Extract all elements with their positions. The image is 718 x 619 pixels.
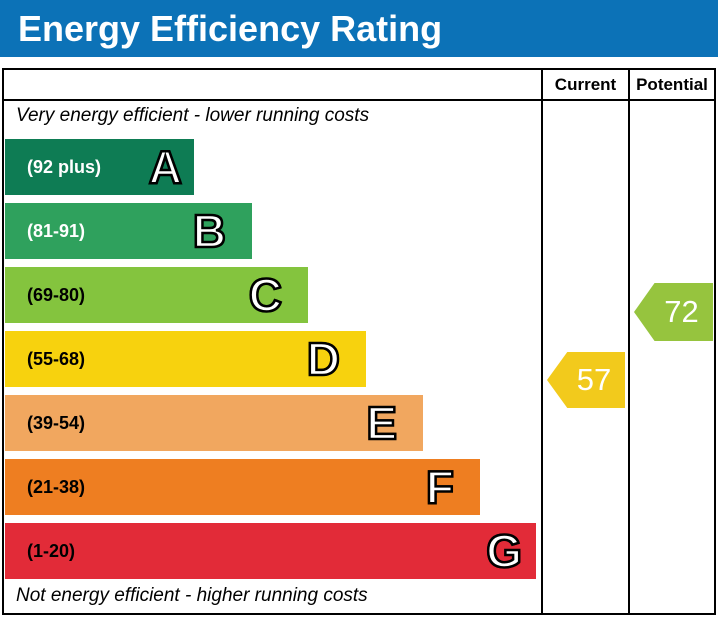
- band-a-letter: A: [148, 141, 184, 193]
- band-e-range: (39-54): [27, 412, 86, 433]
- potential-column-divider: [628, 68, 630, 615]
- band-d-range: (55-68): [27, 348, 86, 369]
- caption-very-efficient: Very energy efficient - lower running co…: [16, 105, 370, 126]
- band-b-range: (81-91): [27, 220, 86, 241]
- title-bar: Energy Efficiency Rating: [0, 0, 718, 57]
- band-c-letter: C: [248, 269, 284, 321]
- band-b-letter: B: [192, 205, 228, 257]
- band-f: (21-38) F: [5, 459, 480, 515]
- band-a: (92 plus) A: [5, 139, 194, 195]
- column-header-potential: Potential: [636, 75, 708, 94]
- page-title: Energy Efficiency Rating: [18, 7, 443, 49]
- current-column-divider: [541, 68, 543, 615]
- current-value: 57: [576, 362, 612, 397]
- band-b: (81-91) B: [5, 203, 252, 259]
- band-f-letter: F: [425, 461, 456, 513]
- band-f-range: (21-38): [27, 476, 86, 497]
- column-header-current: Current: [554, 75, 617, 94]
- band-g-letter: G: [485, 525, 523, 577]
- band-g: (1-20) G: [5, 523, 536, 579]
- band-g-range: (1-20): [27, 540, 76, 561]
- band-c: (69-80) C: [5, 267, 308, 323]
- band-d-letter: D: [306, 333, 342, 385]
- caption-not-efficient: Not energy efficient - higher running co…: [16, 585, 368, 606]
- band-a-range: (92 plus): [27, 156, 102, 177]
- band-d: (55-68) D: [5, 331, 366, 387]
- band-e-letter: E: [365, 397, 398, 449]
- header-row-divider: [2, 99, 716, 101]
- potential-value: 72: [664, 294, 699, 329]
- band-e: (39-54) E: [5, 395, 423, 451]
- band-c-range: (69-80): [27, 284, 86, 305]
